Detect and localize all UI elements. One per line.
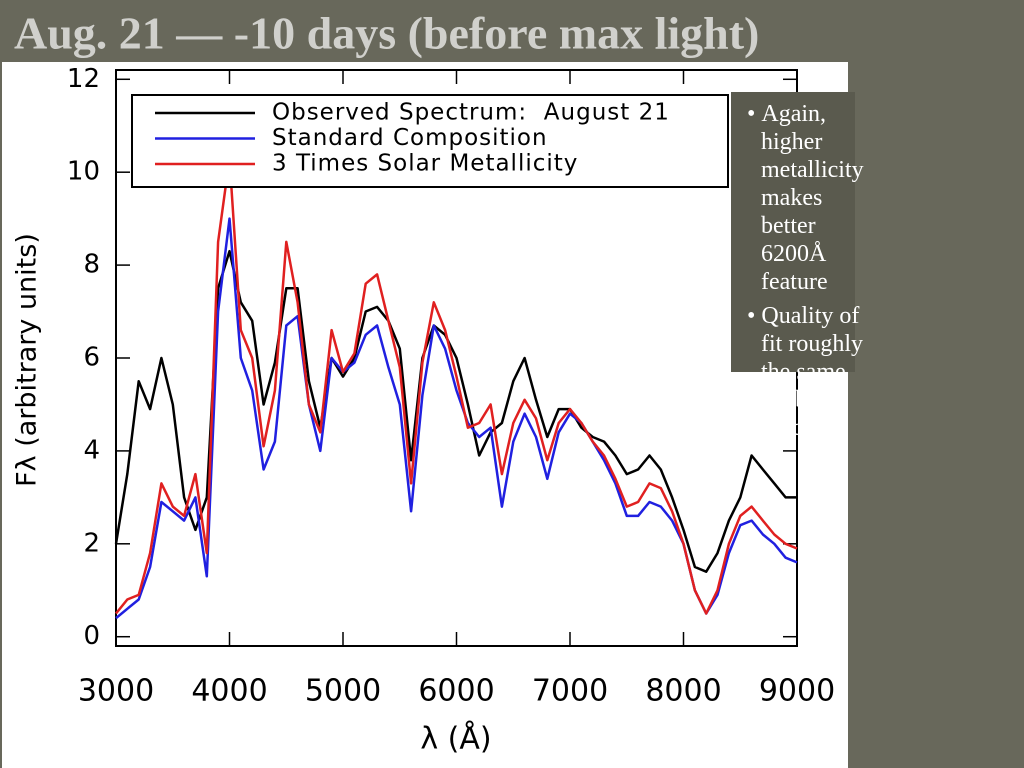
x-tick-label: 5000 xyxy=(305,674,381,709)
y-tick-label: 12 xyxy=(67,64,100,94)
y-tick-label: 0 xyxy=(83,621,100,651)
y-axis-label: Fλ (arbitrary units) xyxy=(12,233,43,487)
x-axis-label: λ (Å) xyxy=(420,721,491,757)
legend-label: Standard Composition xyxy=(272,125,548,151)
x-tick-label: 8000 xyxy=(645,674,721,709)
x-tick-label: 6000 xyxy=(418,674,494,709)
legend-label: Observed Spectrum: August 21 xyxy=(272,100,670,126)
note: Quality of fit roughly the same for both… xyxy=(739,302,871,442)
y-tick-label: 2 xyxy=(83,528,100,558)
series-line xyxy=(114,249,797,573)
y-tick-label: 10 xyxy=(67,157,100,187)
y-tick-label: 4 xyxy=(83,435,100,465)
note: Again, higher metallicity makes better 6… xyxy=(739,100,871,296)
x-tick-label: 7000 xyxy=(532,674,608,709)
notes: Again, higher metallicity makes better 6… xyxy=(731,92,864,441)
slide-title: Aug. 21 — -10 days (before max light) xyxy=(14,8,759,59)
x-tick-label: 3000 xyxy=(78,674,154,709)
y-tick-label: 8 xyxy=(83,250,100,280)
x-tick-label: 9000 xyxy=(759,674,835,709)
legend-box xyxy=(131,94,729,188)
legend-label: 3 Times Solar Metallicity xyxy=(272,151,578,177)
x-tick-label: 4000 xyxy=(191,674,267,709)
y-tick-label: 6 xyxy=(83,343,100,373)
